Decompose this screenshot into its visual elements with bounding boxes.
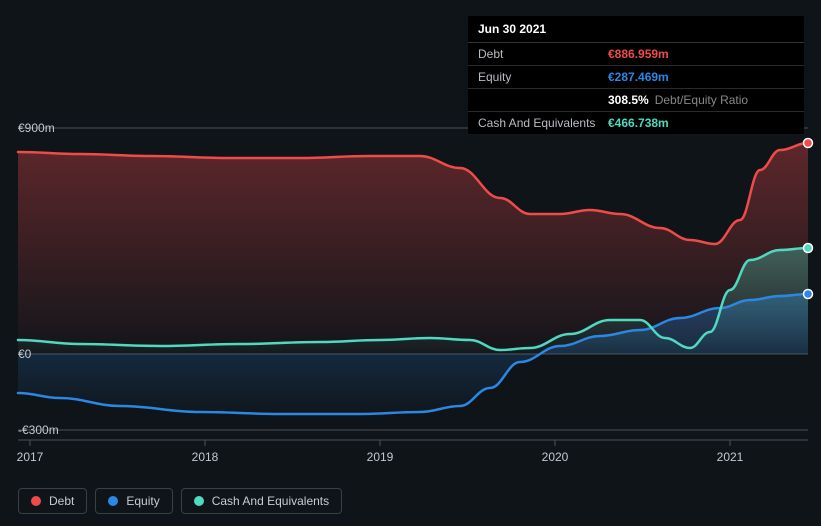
chart-tooltip: Jun 30 2021 Debt€886.959mEquity€287.469m… [468,16,804,134]
legend-dot-icon [108,496,118,506]
tooltip-row-value: 308.5%Debt/Equity Ratio [608,93,748,107]
tooltip-row-extra: Debt/Equity Ratio [655,93,748,107]
legend-item[interactable]: Debt [18,488,87,514]
y-tick-label: €0 [18,347,31,361]
chart-legend: Debt Equity Cash And Equivalents [18,488,342,514]
y-tick-label: €900m [18,121,55,135]
legend-label: Cash And Equivalents [212,494,329,508]
tooltip-date: Jun 30 2021 [468,16,804,43]
x-tick-label: 2020 [542,450,569,464]
tooltip-row-value: €886.959m [608,47,669,61]
x-tick-label: 2021 [717,450,744,464]
legend-label: Debt [49,494,74,508]
legend-item[interactable]: Equity [95,488,172,514]
tooltip-row: 308.5%Debt/Equity Ratio [468,89,804,112]
tooltip-row-label: Equity [478,70,608,84]
tooltip-row: Cash And Equivalents€466.738m [468,112,804,134]
x-tick-label: 2017 [17,450,44,464]
legend-label: Equity [126,494,159,508]
legend-dot-icon [194,496,204,506]
legend-dot-icon [31,496,41,506]
tooltip-row-label: Debt [478,47,608,61]
x-tick-label: 2019 [367,450,394,464]
tooltip-row-value: €287.469m [608,70,669,84]
tooltip-row: Equity€287.469m [468,66,804,89]
tooltip-row-label [478,93,608,107]
legend-item[interactable]: Cash And Equivalents [181,488,342,514]
tooltip-row-value: €466.738m [608,116,669,130]
tooltip-row-label: Cash And Equivalents [478,116,608,130]
x-tick-label: 2018 [192,450,219,464]
tooltip-row: Debt€886.959m [468,43,804,66]
y-tick-label: -€300m [18,423,59,437]
